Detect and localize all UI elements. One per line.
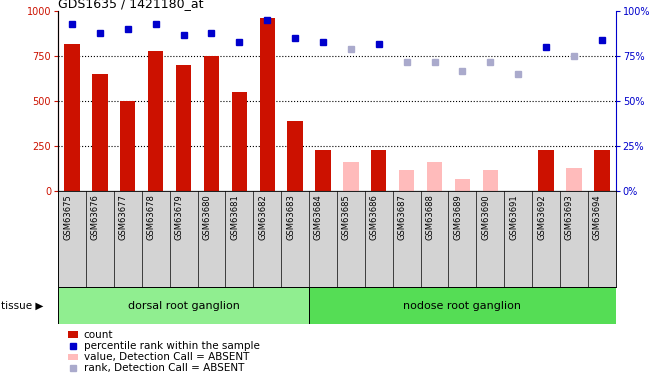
Bar — [427, 162, 442, 191]
FancyBboxPatch shape — [309, 287, 616, 324]
Text: GSM63678: GSM63678 — [147, 194, 156, 240]
Text: dorsal root ganglion: dorsal root ganglion — [127, 301, 240, 310]
Bar — [259, 18, 275, 191]
Bar — [539, 150, 554, 191]
Bar — [65, 44, 80, 191]
Bar — [343, 162, 358, 191]
Bar — [148, 51, 163, 191]
Text: GSM63691: GSM63691 — [509, 194, 518, 240]
Text: GSM63676: GSM63676 — [91, 194, 100, 240]
Text: GSM63677: GSM63677 — [119, 194, 128, 240]
Bar — [315, 150, 331, 191]
FancyBboxPatch shape — [58, 287, 309, 324]
Text: tissue ▶: tissue ▶ — [1, 301, 43, 310]
Bar — [399, 170, 414, 191]
Bar — [68, 354, 78, 360]
Text: GSM63694: GSM63694 — [593, 194, 602, 240]
Bar — [176, 65, 191, 191]
Text: GSM63693: GSM63693 — [565, 194, 574, 240]
Text: GSM63684: GSM63684 — [314, 194, 323, 240]
Text: GSM63682: GSM63682 — [258, 194, 267, 240]
Text: rank, Detection Call = ABSENT: rank, Detection Call = ABSENT — [84, 363, 244, 373]
Text: GDS1635 / 1421180_at: GDS1635 / 1421180_at — [58, 0, 203, 10]
Text: count: count — [84, 330, 114, 339]
Text: GSM63692: GSM63692 — [537, 194, 546, 240]
Bar — [204, 56, 219, 191]
Text: GSM63681: GSM63681 — [230, 194, 240, 240]
Text: percentile rank within the sample: percentile rank within the sample — [84, 340, 259, 351]
Text: GSM63685: GSM63685 — [342, 194, 351, 240]
Text: GSM63675: GSM63675 — [63, 194, 72, 240]
Bar — [371, 150, 386, 191]
Bar — [288, 121, 303, 191]
Text: GSM63680: GSM63680 — [203, 194, 211, 240]
Text: nodose root ganglion: nodose root ganglion — [403, 301, 521, 310]
Text: GSM63679: GSM63679 — [174, 194, 183, 240]
Bar — [482, 170, 498, 191]
Text: GSM63683: GSM63683 — [286, 194, 295, 240]
Bar — [594, 150, 609, 191]
Text: GSM63689: GSM63689 — [453, 194, 463, 240]
Bar — [92, 74, 108, 191]
Bar — [455, 178, 470, 191]
Text: GSM63688: GSM63688 — [426, 194, 434, 240]
Text: GSM63690: GSM63690 — [481, 194, 490, 240]
Text: value, Detection Call = ABSENT: value, Detection Call = ABSENT — [84, 352, 249, 362]
Text: GSM63687: GSM63687 — [397, 194, 407, 240]
Bar — [232, 92, 247, 191]
Text: GSM63686: GSM63686 — [370, 194, 379, 240]
Bar — [120, 101, 135, 191]
Bar — [68, 332, 78, 338]
Bar — [566, 168, 581, 191]
